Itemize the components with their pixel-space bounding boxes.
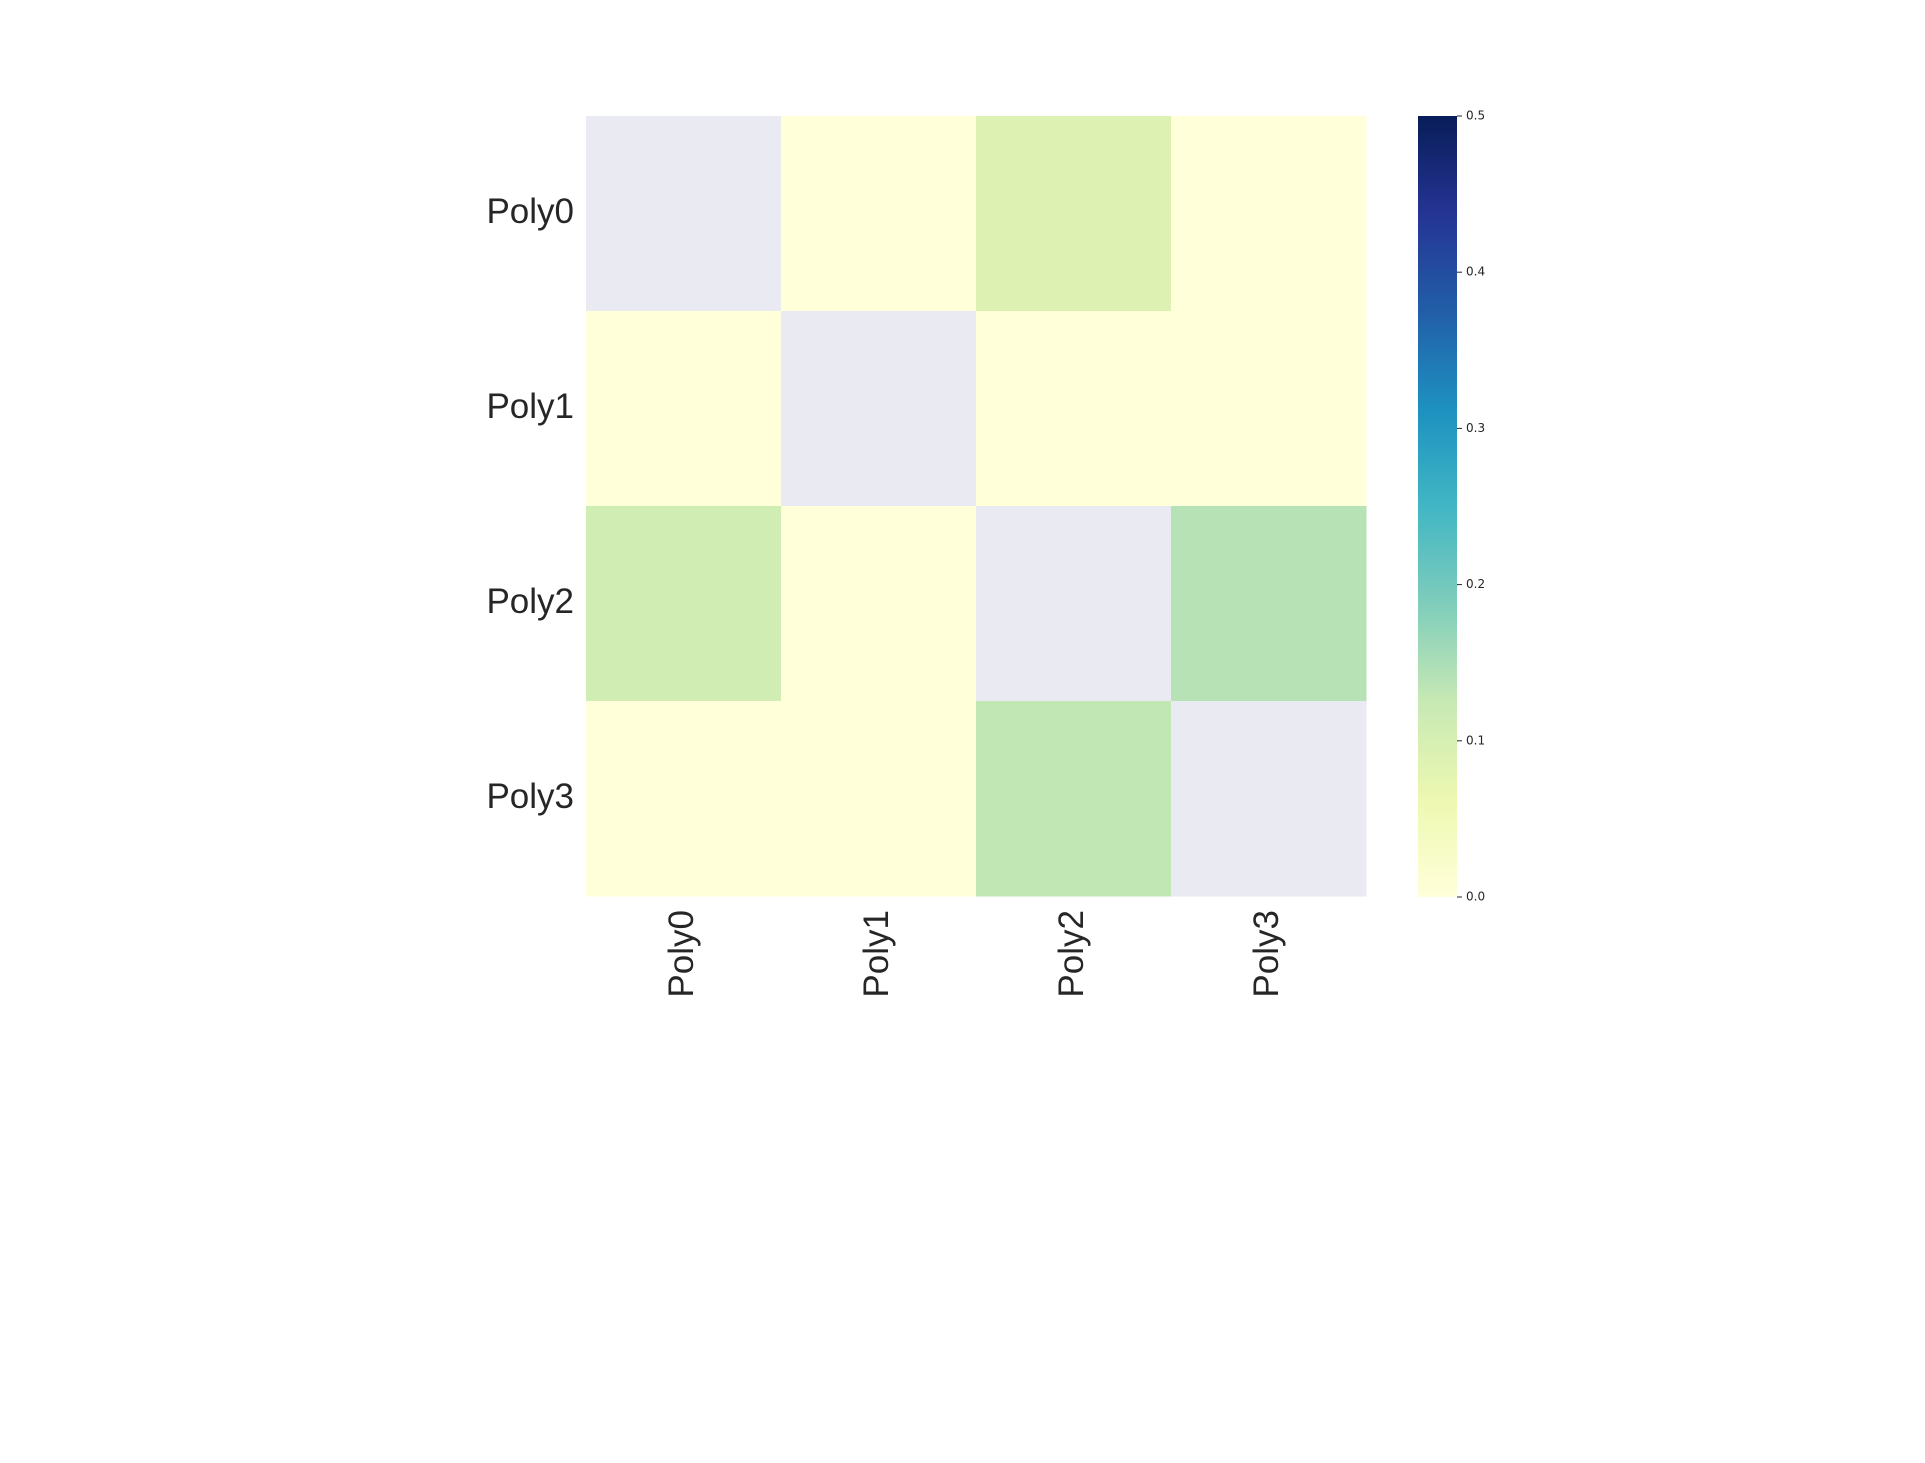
colorbar-tick-label: 0.4: [1466, 265, 1485, 279]
row-tick-label: Poly1: [486, 387, 574, 426]
colorbar-gradient: [1418, 116, 1457, 897]
heatmap-cell: [586, 116, 782, 312]
heatmap-cell: [781, 116, 977, 312]
heatmap-cell: [976, 506, 1172, 702]
row-tick-label: Poly2: [486, 582, 574, 621]
row-tick-label: Poly3: [486, 777, 574, 816]
row-tick-label: Poly0: [486, 192, 574, 231]
heatmap-cells: [586, 116, 1367, 897]
column-tick-label: Poly1: [857, 910, 896, 998]
heatmap-cell: [781, 506, 977, 702]
heatmap-cell: [586, 701, 782, 897]
colorbar-tick-label: 0.0: [1466, 890, 1485, 904]
heatmap-cell: [781, 701, 977, 897]
column-tick-label: Poly2: [1052, 910, 1091, 998]
colorbar-tick-label: 0.1: [1466, 733, 1485, 747]
colorbar-tick-label: 0.3: [1466, 421, 1485, 435]
column-tick-labels: Poly0 Poly1 Poly2 Poly3: [662, 910, 1286, 998]
heatmap-cell: [781, 311, 977, 507]
heatmap-cell: [1171, 701, 1367, 897]
heatmap-cell: [976, 311, 1172, 507]
colorbar-tick-label: 0.2: [1466, 577, 1485, 591]
heatmap-cell: [1171, 506, 1367, 702]
heatmap-cell: [586, 506, 782, 702]
heatmap-cell: [1171, 116, 1367, 312]
column-tick-label: Poly0: [662, 910, 701, 998]
heatmap-cell: [976, 116, 1172, 312]
column-tick-label: Poly3: [1247, 910, 1286, 998]
heatmap-cell: [976, 701, 1172, 897]
heatmap-cell: [586, 311, 782, 507]
colorbar-tick-label: 0.5: [1466, 109, 1485, 123]
colorbar: 0.0 0.1 0.2 0.3 0.4 0.5: [1418, 109, 1485, 904]
row-tick-labels: Poly0 Poly1 Poly2 Poly3: [486, 192, 574, 816]
heatmap-cell: [1171, 311, 1367, 507]
